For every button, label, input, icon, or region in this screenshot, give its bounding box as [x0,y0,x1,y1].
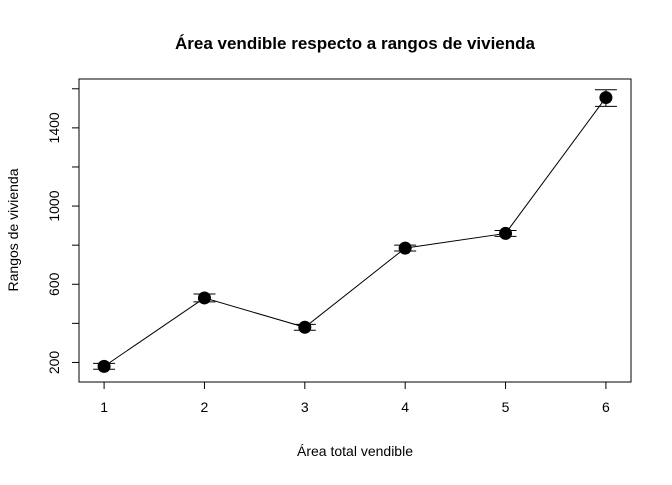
x-tick-label: 5 [502,399,510,415]
data-point [97,359,111,373]
y-tick-label: 200 [46,351,62,375]
x-tick-label: 4 [401,399,409,415]
y-tick-label: 600 [46,272,62,296]
data-point [298,320,312,334]
chart-marks: 1 2 3 4 5 6 200 600 1000 1400 [46,88,617,415]
x-tick-label: 3 [301,399,309,415]
data-point [499,226,513,240]
series-line [103,97,607,367]
y-tick-label: 1400 [46,112,62,143]
plot-frame [78,78,632,383]
data-point [197,291,211,305]
y-axis-label: Rangos de vivienda [5,168,21,291]
x-tick-label: 1 [100,399,108,415]
data-point [599,91,613,105]
data-point [398,241,412,255]
x-axis-label: Área total vendible [297,443,413,459]
chart-title: Área vendible respecto a rangos de vivie… [175,34,536,53]
x-tick-label: 6 [602,399,610,415]
x-tick-label: 2 [201,399,209,415]
y-tick-label: 1000 [46,190,62,221]
